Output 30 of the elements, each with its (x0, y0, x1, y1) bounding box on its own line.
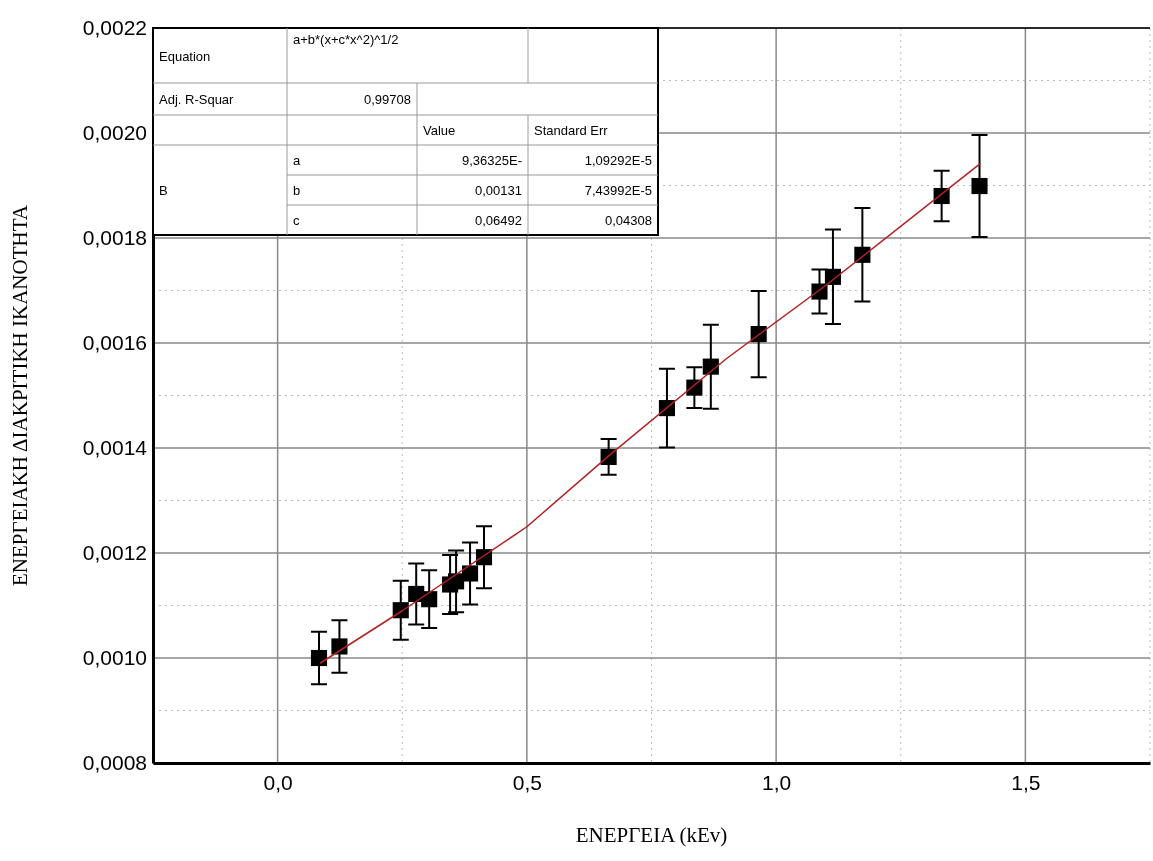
x-axis-title: ΕΝΕΡΓΕΙΑ (kEv) (575, 823, 728, 847)
annotation: a+b*(x+c*x^2)^1/2 (293, 32, 399, 47)
y-tick-label: 0,0022 (82, 16, 147, 40)
annotation: Equation (159, 48, 211, 64)
annotation: 7,43992E-5 (584, 183, 652, 198)
y-tick-label: 0,0018 (82, 226, 147, 250)
annotation: 0,04308 (605, 213, 652, 228)
annotation: Adj. R-Squar (159, 92, 235, 107)
y-tick-label: 0,0020 (82, 121, 147, 145)
annotation: 9,36325E- (462, 153, 522, 168)
annotation: 0,00131 (475, 183, 522, 198)
annotation: 1,09292E-5 (584, 153, 652, 168)
y-tick-label: 0,0008 (82, 751, 147, 775)
annotation: 0,06492 (475, 213, 522, 228)
y-tick-label: 0,0016 (82, 331, 147, 355)
y-tick-label: 0,0010 (82, 646, 147, 670)
annotation: b (293, 183, 301, 198)
x-tick-label: 0,5 (512, 770, 542, 794)
annotation: Value (423, 123, 456, 138)
annotation: c (293, 213, 300, 228)
y-axis-title: ΕΝΕΡΓΕΙΑΚΗ ΔΙΑΚΡΙΤΙΚΗ ΙΚΑΝΟΤΗΤΑ (8, 204, 32, 586)
annotation: B (159, 183, 168, 198)
x-tick-label: 0,0 (263, 770, 293, 794)
y-tick-label: 0,0012 (82, 541, 147, 565)
annotation: a (293, 153, 301, 168)
x-tick-label: 1,5 (1011, 770, 1041, 794)
x-tick-label: 1,0 (762, 770, 792, 794)
annotation: Standard Err (534, 123, 609, 138)
y-tick-label: 0,0014 (82, 436, 148, 460)
annotation: 0,99708 (364, 92, 411, 107)
